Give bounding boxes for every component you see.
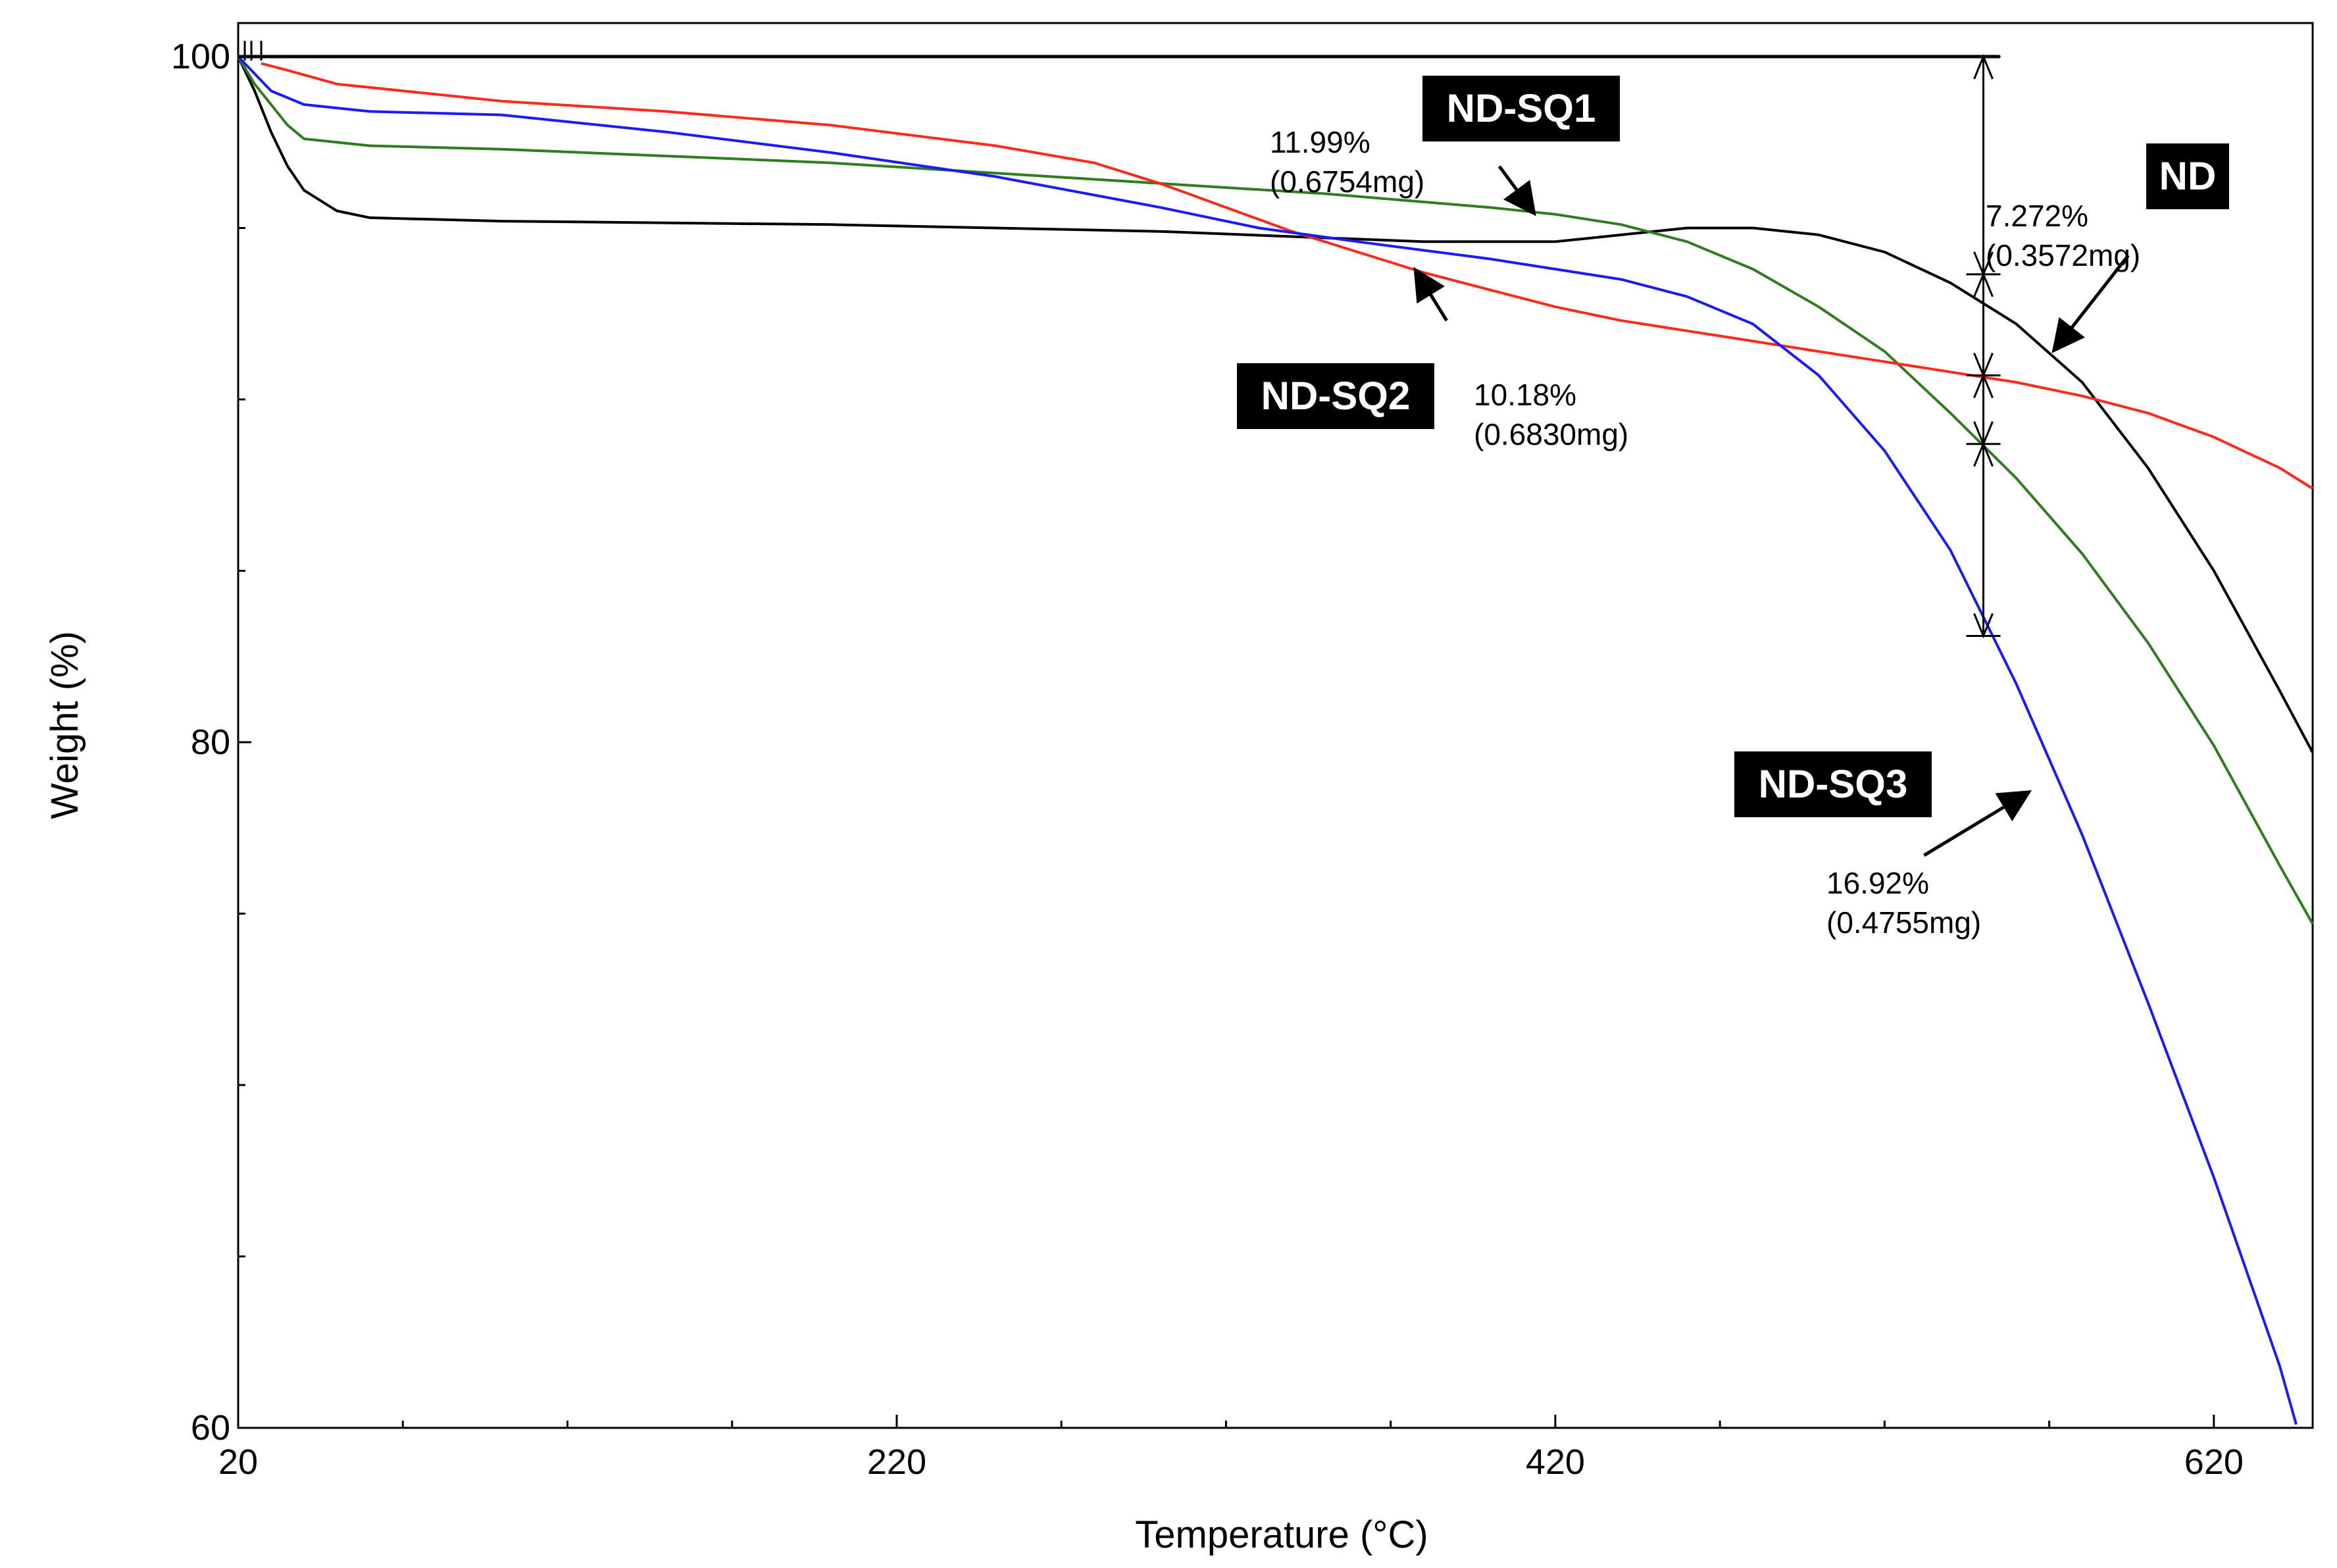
series-line-nd	[237, 56, 2314, 753]
y-tick-label: 80	[191, 722, 230, 762]
x-axis-title: Temperature (°C)	[1135, 1513, 1428, 1556]
badge-sq2	[1237, 363, 1434, 429]
mass-label-sq1: (0.6754mg)	[1270, 164, 1424, 199]
arrow-sq1	[1497, 165, 1536, 216]
y-axis-title: Weight (%)	[43, 631, 86, 819]
series-line-nd-sq2	[261, 62, 2314, 490]
measure-arrow-down	[1973, 613, 1994, 639]
arrow-sq3	[1923, 790, 2032, 857]
measure-arrow-up	[1973, 441, 1994, 467]
percent-label-sq1: 11.99%	[1270, 125, 1370, 159]
x-tick-label: 420	[1526, 1442, 1585, 1482]
y-tick-label: 60	[191, 1408, 230, 1448]
y-tick-label: 100	[171, 37, 230, 76]
measure-layer	[1966, 54, 2001, 639]
badge-label-sq3: ND-SQ3	[1759, 762, 1908, 806]
x-tick-label: 620	[2184, 1442, 2244, 1482]
percent-label-sq3: 16.92%	[1826, 866, 1929, 900]
measure-arrow-up	[1973, 372, 1994, 399]
percent-label-sq2: 10.18%	[1474, 378, 1576, 412]
annotation-layer: ND 7.272% (0.3572mg) ND-SQ1 11.99% (0.6754mg)…	[1237, 76, 2229, 940]
badge-label-sq2: ND-SQ2	[1261, 374, 1411, 418]
measure-arrow-up	[1973, 54, 1994, 80]
badge-sq1	[1422, 76, 1620, 141]
mass-label-nd: (0.3572mg)	[1986, 238, 2140, 272]
badge-nd	[2146, 143, 2229, 209]
badge-sq3	[1734, 751, 1932, 817]
plot-frame	[237, 22, 2314, 1429]
arrow-nd	[2051, 254, 2130, 353]
series-line-nd-sq3	[237, 55, 2298, 1425]
x-tick-label: 20	[218, 1442, 258, 1482]
tick-labels: 20 220 420 620 60 80 100	[171, 37, 2244, 1482]
x-tick-label: 220	[867, 1442, 926, 1482]
measure-arrow-up	[1973, 271, 1994, 297]
mass-label-sq2: (0.6830mg)	[1474, 417, 1628, 451]
mass-label-sq3: (0.4755mg)	[1826, 905, 1981, 940]
arrow-sq2	[1413, 266, 1448, 322]
badge-label-sq1: ND-SQ1	[1447, 86, 1596, 130]
badge-label-nd: ND	[2159, 154, 2217, 198]
percent-label-nd: 7.272%	[1986, 199, 2088, 233]
